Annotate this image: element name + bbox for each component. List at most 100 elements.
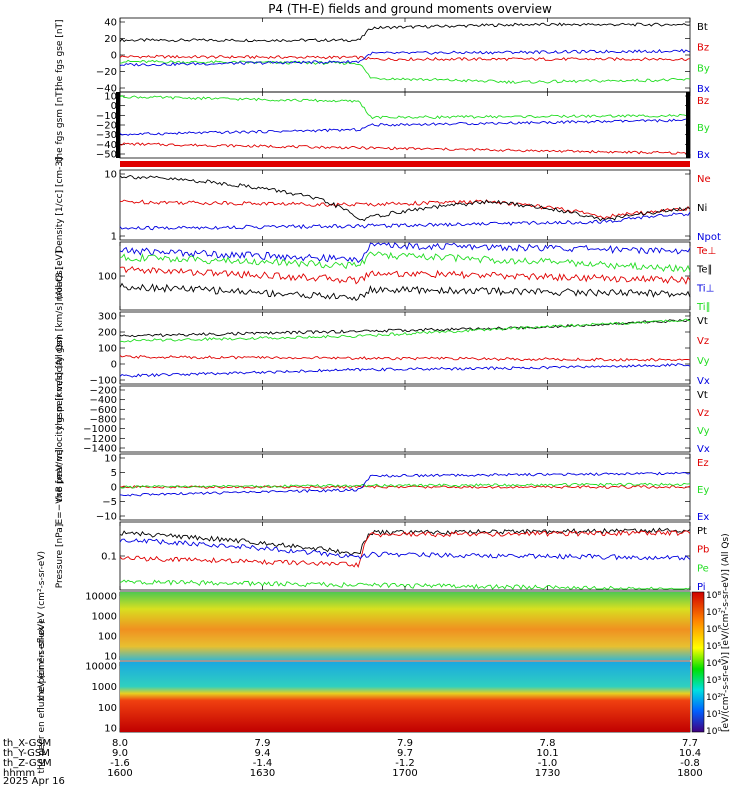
y-axis-label: moat3 [eV] <box>55 251 65 302</box>
series-line-black <box>119 527 691 555</box>
colorbar-tick-label: 10⁶ <box>706 625 721 635</box>
legend-blue: Bx <box>697 84 710 95</box>
panel-7: Pressure [nPa] 0.1 Pt Pb Pe Pi <box>55 521 709 593</box>
panel-2: Density [1/cc] [cm-3] 10 1 Ne Ni Npot <box>55 157 721 252</box>
series-line-red <box>120 199 691 220</box>
y-tick-label: 5 <box>111 468 117 479</box>
orbit-value: -1.0 <box>538 758 558 769</box>
colorbar-tick-label: 10¹ <box>706 710 721 720</box>
y-tick-label: 1000 <box>92 612 117 623</box>
y-axis-label: Pressure [nPa] <box>55 524 65 589</box>
date-label: 2025 Apr 16 <box>3 776 65 787</box>
legend-green: Vy <box>697 426 710 437</box>
y-axis-label: the peer en eflux eV (cm²-s-sr-eV) <box>37 620 47 773</box>
orbit-value: 9.0 <box>112 748 128 759</box>
legend-blue: Vx <box>697 376 710 387</box>
panel-0: the fgs gse [nT] 40 20 0 −20 −40 Bt Bz By Bx <box>55 18 710 96</box>
y-tick-label: 10 <box>104 652 117 663</box>
panel-6: E=−VxB [mV/m] 10 5 0 −5 −10 Ez Ey Ex <box>55 449 709 524</box>
legend-red: Vz <box>697 336 709 347</box>
legend-red: Ez <box>697 458 709 469</box>
y-tick-label: 0 <box>111 51 117 62</box>
y-tick-label: −20 <box>96 121 117 132</box>
y-tick-label: −100 <box>90 376 117 387</box>
series-line-red <box>119 530 691 569</box>
y-axis-label: the peir en eflux eV (cm²-s-sr-eV) <box>37 551 47 701</box>
y-tick-label: −10 <box>96 512 117 523</box>
y-tick-label: 300 <box>98 312 117 323</box>
colorbar <box>691 591 705 733</box>
orbit-table: th_X-GSMth_Y-GSMth_Z-GSMhhmm8.09.0-1.616… <box>3 738 703 779</box>
y-tick-label: 10000 <box>85 592 117 603</box>
y-tick-label: −1000 <box>83 424 117 435</box>
orbit-row-label: th_Y-GSM <box>3 748 50 759</box>
series-line-blue <box>119 471 691 497</box>
series-line-black <box>119 22 691 43</box>
legend-red: Bz <box>697 43 709 54</box>
y-tick-label: 100 <box>98 632 117 643</box>
y-tick-label: −1400 <box>83 444 117 455</box>
legend-red: Te⊥ <box>696 246 716 257</box>
figure-title: P4 (TH-E) fields and ground moments over… <box>268 2 552 16</box>
legend-black: Te∥ <box>696 265 713 276</box>
legend-black: Pt <box>697 526 707 537</box>
y-tick-label: 10 <box>104 724 117 735</box>
y-tick-label: 100 <box>98 344 117 355</box>
series-line-green <box>119 94 691 120</box>
legend-green: Vy <box>697 356 710 367</box>
gap-bar-left <box>116 92 120 158</box>
orbit-value: -1.2 <box>395 758 415 769</box>
panel-4: the peir velocity gsm [km/s] (All Qs) 300… <box>55 267 710 429</box>
y-tick-label: −40 <box>96 140 117 151</box>
panel-1: the fgs gsm [nT] 100−10−20−30−40−50 Bz By Bx <box>55 88 710 162</box>
orbit-value: 1630 <box>250 768 275 779</box>
panel-frame <box>119 169 691 241</box>
series-line-red <box>120 485 691 489</box>
legend-blue: Ti⊥ <box>696 283 714 294</box>
y-axis-label: E=−VxB [mV/m] <box>55 449 65 524</box>
y-axis-label: the fgs gsm [nT] <box>55 88 65 162</box>
legend-green: Ey <box>697 485 709 496</box>
series-line-blue <box>119 538 691 561</box>
y-tick-label: 10000 <box>85 662 117 673</box>
y-tick-label: −40 <box>96 84 117 95</box>
legend-green: By <box>697 123 710 134</box>
colorbar-tick-label: 10⁴ <box>706 659 721 669</box>
series-line-black <box>119 318 691 338</box>
y-tick-label: −1200 <box>83 434 117 445</box>
orbit-value: 1700 <box>392 768 417 779</box>
orbit-value: 7.9 <box>255 738 271 749</box>
series-line-red <box>120 142 691 155</box>
series-line-blue <box>119 118 691 136</box>
legend-blue: Vx <box>697 444 710 455</box>
y-axis-label: the peer velocity gsm [km/s] (All Qs) <box>55 336 65 501</box>
legend-green: Pe <box>697 563 709 574</box>
gap-bar-right <box>686 92 690 158</box>
y-tick-label: 0 <box>111 101 117 112</box>
legend-red: Bz <box>697 96 709 107</box>
orbit-value: 9.7 <box>397 748 413 759</box>
mode-bar <box>120 161 690 167</box>
legend-blue: Npot <box>697 232 721 243</box>
orbit-row-label: th_X-GSM <box>3 738 51 749</box>
legend-black: Bt <box>697 22 708 33</box>
colorbar-tick-label: 10² <box>706 693 721 703</box>
orbit-row-label: hhmm <box>3 768 35 779</box>
panel-frame <box>119 385 691 453</box>
legend-green: By <box>697 63 710 74</box>
y-tick-label: 100 <box>98 272 117 283</box>
y-axis-label: the fgs gse [nT] <box>55 19 65 90</box>
orbit-value: 10.4 <box>679 748 701 759</box>
series-line-red <box>119 354 691 362</box>
y-tick-label: 100 <box>98 703 117 714</box>
legend-blue: Ex <box>697 512 709 523</box>
legend-red: Vz <box>697 408 709 419</box>
y-tick-label: 0 <box>111 483 117 494</box>
series-line-green <box>119 251 691 273</box>
y-axis-label: Density [1/cc] [cm-3] <box>55 157 65 252</box>
orbit-value: -1.6 <box>110 758 130 769</box>
y-tick-label: −10 <box>96 111 117 122</box>
y-tick-label: −600 <box>90 405 117 416</box>
